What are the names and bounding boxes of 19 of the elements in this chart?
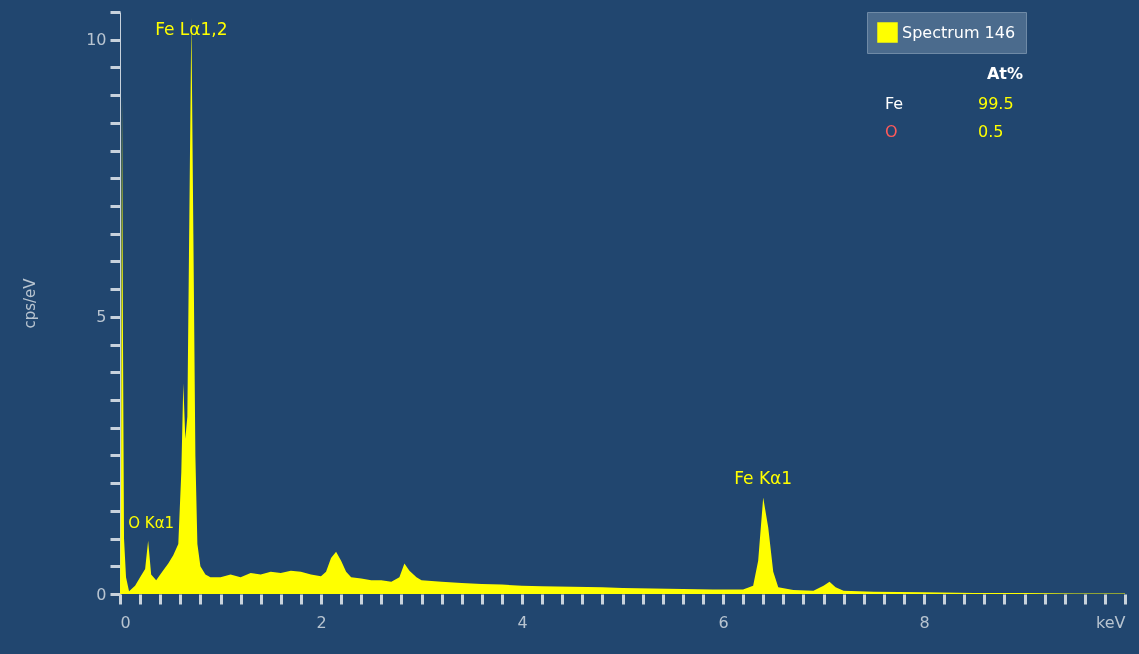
x-tick-label: 4: [517, 612, 528, 632]
annotation: 99.5: [978, 94, 1014, 113]
y-axis-title: cps/eV: [21, 277, 40, 329]
x-tick-label: 0: [120, 612, 131, 632]
legend-label: Spectrum 146: [902, 22, 1016, 42]
annotation: Fe Lα1,2: [155, 18, 228, 39]
x-tick-label: 6: [718, 612, 729, 632]
annotation: O Kα1: [128, 513, 175, 532]
annotation: Fe: [885, 94, 904, 113]
annotation: Fe Kα1: [734, 467, 793, 488]
x-tick-label: 8: [919, 612, 930, 632]
x-tick-label: keV: [1096, 612, 1126, 632]
annotation: At%: [986, 64, 1024, 83]
y-tick-label: 10: [86, 30, 107, 50]
annotation: 0.5: [978, 122, 1004, 141]
annotation: O: [885, 122, 898, 141]
y-tick-label: 5: [96, 307, 107, 327]
x-tick-label: 2: [316, 612, 327, 632]
y-tick-label: 0: [96, 584, 107, 604]
